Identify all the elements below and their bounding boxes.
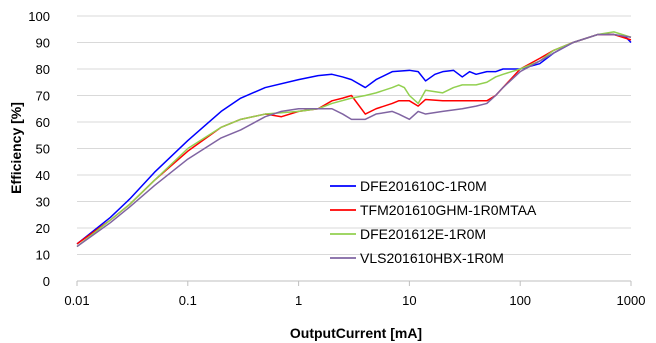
y-tick-label: 50 (36, 142, 50, 157)
y-axis-title: Efficiency [%] (8, 102, 24, 194)
y-tick-labels: 0 10 20 30 40 50 60 70 80 90 100 (28, 9, 50, 289)
x-tick-label: 0.01 (64, 293, 89, 308)
x-tick-label: 0.1 (179, 293, 197, 308)
legend-label: VLS201610HBX-1R0M (360, 250, 504, 266)
series-line-1 (76, 33, 632, 245)
legend-label: DFE201612E-1R0M (360, 226, 486, 242)
y-tick-label: 100 (28, 9, 50, 24)
grid-lines (77, 15, 631, 255)
x-tick-labels: 0.01 0.1 1 10 100 1000 (64, 293, 645, 308)
x-axis-title: OutputCurrent [mA] (290, 325, 422, 341)
y-tick-label: 70 (36, 89, 50, 104)
x-tick-label: 10 (402, 293, 416, 308)
y-tick-label: 40 (36, 168, 50, 183)
legend-label: DFE201610C-1R0M (360, 178, 487, 194)
y-tick-label: 10 (36, 248, 50, 263)
x-tick-label: 1000 (617, 293, 646, 308)
y-tick-label: 0 (43, 274, 50, 289)
series-line-4 (76, 33, 632, 248)
y-tick-label: 90 (36, 36, 50, 51)
legend: DFE201610C-1R0M TFM201610GHM-1R0MTAA DFE20… (330, 178, 537, 266)
x-tick-label: 1 (295, 293, 302, 308)
legend-label: TFM201610GHM-1R0MTAA (360, 202, 537, 218)
y-tick-label: 30 (36, 195, 50, 210)
axes (76, 280, 632, 286)
y-tick-label: 80 (36, 62, 50, 77)
series-line-3 (76, 31, 632, 248)
series-lines (76, 31, 632, 248)
y-tick-label: 20 (36, 221, 50, 236)
series-line-2 (76, 33, 632, 245)
x-tick-label: 100 (509, 293, 531, 308)
y-tick-label: 60 (36, 115, 50, 130)
